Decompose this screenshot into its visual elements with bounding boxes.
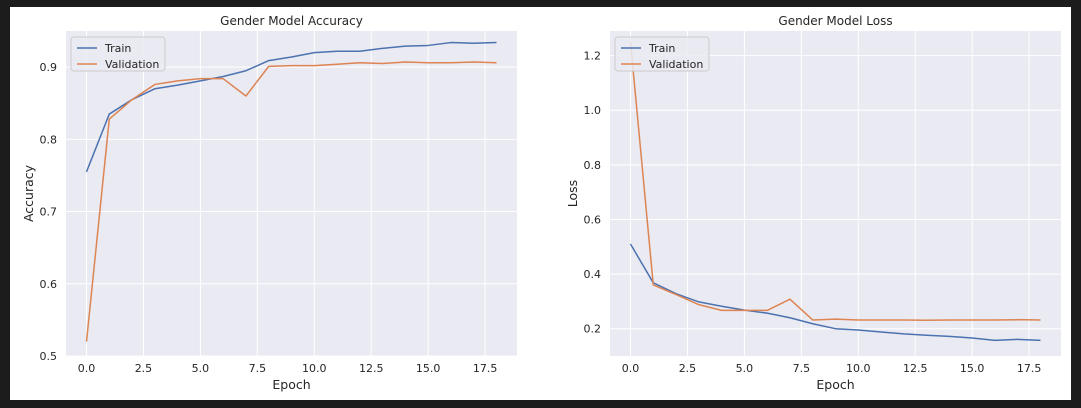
accuracy-series-validation-line	[85, 61, 497, 342]
loss-x-tick-label: 5.0	[736, 362, 754, 375]
charts-canvas: 0.0 2.5 5.0 7.5 10.0 12.5 15.0 17.5 0.5 0.6 0.7 0.8…	[21, 14, 1061, 392]
accuracy-y-tick-label: 0.5	[40, 350, 58, 363]
accuracy-x-tick-label: 10.0	[302, 362, 327, 375]
loss-x-tick-label: 7.5	[793, 362, 811, 375]
loss-x-tick-label: 12.5	[903, 362, 928, 375]
accuracy-y-tick-label: 0.6	[40, 278, 58, 291]
loss-x-tick-label: 10.0	[846, 362, 871, 375]
loss-x-tick-label: 15.0	[960, 362, 985, 375]
loss-legend-label-train: Train	[648, 42, 675, 55]
accuracy-legend	[70, 36, 166, 72]
loss-x-tick-label: 17.5	[1017, 362, 1042, 375]
accuracy-y-tick-label: 0.8	[40, 133, 58, 146]
accuracy-chart: 0.0 2.5 5.0 7.5 10.0 12.5 15.0 17.5 0.5 0.6 0.7 0.8…	[21, 14, 517, 392]
accuracy-x-tick-label: 2.5	[135, 362, 153, 375]
accuracy-x-tick-label: 0.0	[78, 362, 96, 375]
loss-series-train-line	[629, 243, 1041, 342]
loss-series-validation-line	[629, 41, 1041, 321]
accuracy-legend-label-train: Train	[104, 42, 131, 55]
figure: 0.0 2.5 5.0 7.5 10.0 12.5 15.0 17.5 0.5 0.6 0.7 0.8…	[10, 7, 1071, 400]
loss-plot-area	[610, 31, 1061, 356]
accuracy-x-tick-label: 12.5	[359, 362, 384, 375]
loss-chart: 0.0 2.5 5.0 7.5 10.0 12.5 15.0 17.5 0.2 0.4 0.6 0.8…	[565, 14, 1061, 392]
loss-legend	[614, 36, 710, 72]
loss-x-tick-label: 2.5	[679, 362, 697, 375]
loss-y-tick-label: 0.4	[584, 268, 602, 281]
accuracy-y-tick-label: 0.9	[40, 61, 58, 74]
accuracy-legend-label-validation: Validation	[105, 58, 159, 71]
accuracy-series-train-line	[85, 41, 497, 173]
loss-legend-label-validation: Validation	[649, 58, 703, 71]
accuracy-x-tick-label: 17.5	[473, 362, 498, 375]
loss-y-axis-label: Loss	[565, 180, 580, 207]
loss-y-tick-label: 1.0	[584, 104, 602, 117]
accuracy-x-tick-label: 5.0	[192, 362, 210, 375]
loss-chart-title: Gender Model Loss	[778, 14, 892, 28]
loss-y-tick-label: 0.6	[584, 213, 602, 226]
accuracy-x-axis-label: Epoch	[272, 377, 310, 392]
loss-x-tick-label: 0.0	[622, 362, 640, 375]
loss-y-tick-label: 0.8	[584, 159, 602, 172]
accuracy-chart-title: Gender Model Accuracy	[220, 14, 363, 28]
accuracy-plot-area	[66, 31, 517, 356]
loss-y-tick-label: 0.2	[584, 323, 602, 336]
accuracy-x-tick-label: 15.0	[416, 362, 441, 375]
accuracy-x-tick-label: 7.5	[249, 362, 267, 375]
accuracy-y-tick-label: 0.7	[40, 206, 58, 219]
loss-x-axis-label: Epoch	[816, 377, 854, 392]
loss-y-tick-label: 1.2	[584, 50, 602, 63]
accuracy-y-axis-label: Accuracy	[21, 164, 36, 222]
